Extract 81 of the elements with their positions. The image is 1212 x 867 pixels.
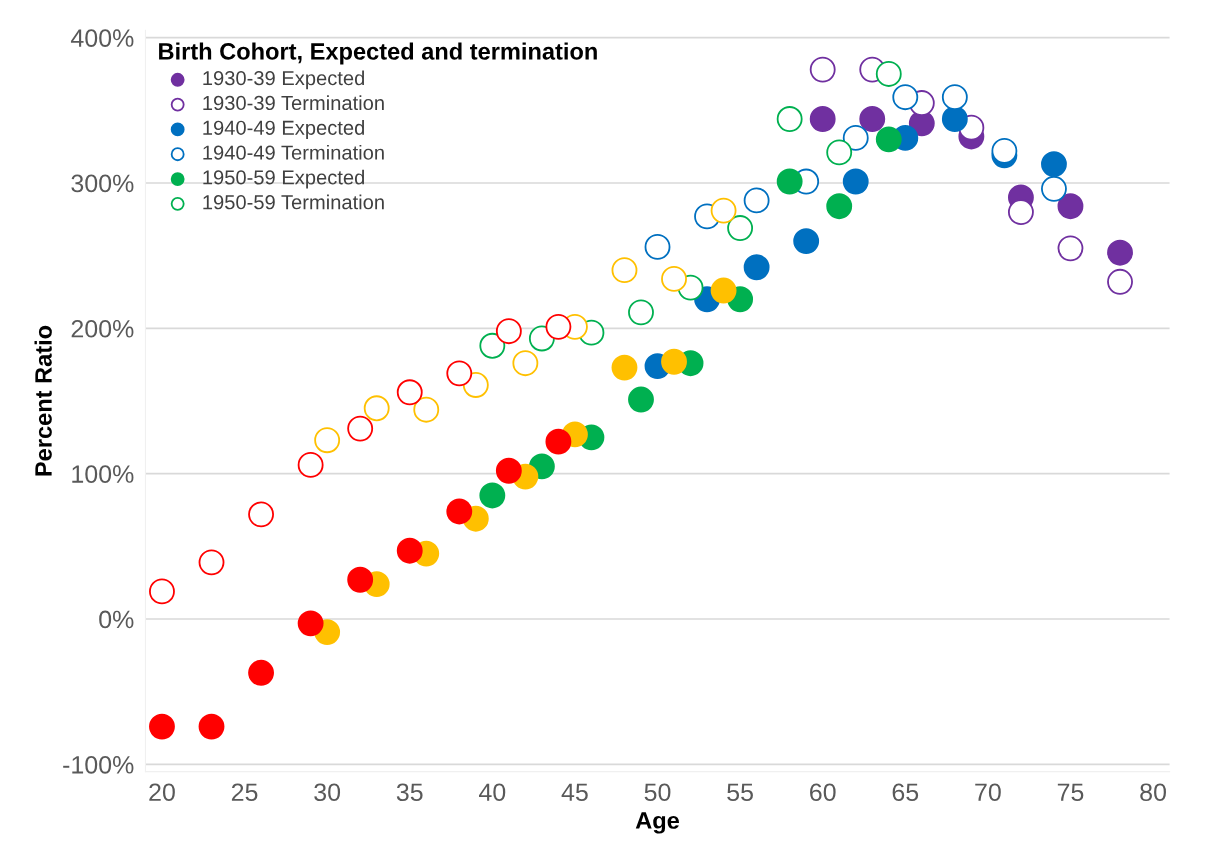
point: [743, 254, 770, 281]
point: [628, 299, 654, 326]
point: [545, 313, 572, 340]
x-tick-label: 45: [561, 783, 588, 802]
point: [611, 257, 638, 284]
point: [628, 386, 654, 413]
x-tick-label: 75: [1057, 783, 1084, 802]
point: [198, 549, 225, 576]
legend-label: 1940-49 Termination: [203, 144, 384, 160]
point: [809, 106, 836, 132]
x-tick-label: 60: [810, 783, 836, 802]
point: [661, 348, 687, 375]
point: [710, 277, 737, 304]
point: [793, 228, 820, 255]
point: [248, 659, 275, 686]
point: [297, 610, 324, 637]
y-tick-label: 300%: [71, 174, 134, 193]
point: [1041, 151, 1067, 177]
point: [446, 360, 473, 387]
legend-label: 1940-49 Expected: [203, 120, 364, 139]
legend-label: 1950-59 Termination: [203, 194, 384, 210]
point: [495, 457, 522, 484]
y-tick-label: 400%: [70, 29, 134, 47]
x-tick-label: 80: [1140, 783, 1166, 802]
point: [991, 138, 1018, 164]
point: [1057, 193, 1084, 220]
x-tick-label: 50: [644, 783, 671, 802]
point: [710, 197, 737, 224]
point: [1007, 199, 1034, 225]
point: [198, 713, 225, 740]
point: [363, 395, 390, 422]
point: [495, 318, 522, 345]
point: [611, 354, 638, 381]
x-axis-title: Age: [635, 812, 680, 834]
point: [941, 106, 968, 132]
point: [512, 350, 539, 377]
point: [479, 332, 506, 359]
point: [776, 106, 803, 132]
y-tick-label: -100%: [63, 755, 134, 774]
point: [396, 379, 423, 406]
y-tick-label: 200%: [71, 319, 134, 338]
x-tick-label: 65: [892, 783, 919, 802]
x-tick-label: 35: [396, 783, 423, 802]
point: [875, 61, 902, 87]
legend-label: 1930-39 Termination: [203, 95, 384, 111]
point: [314, 427, 341, 454]
point: [545, 428, 572, 455]
x-tick-label: 20: [149, 783, 175, 802]
x-tick-label: 55: [727, 783, 753, 802]
y-axis-title: Percent Ratio: [34, 325, 52, 476]
point: [149, 578, 175, 605]
point: [347, 566, 374, 593]
point: [809, 56, 836, 83]
point: [149, 713, 175, 740]
point: [1107, 268, 1133, 295]
point: [661, 265, 687, 292]
point: [1107, 239, 1133, 266]
point: [396, 537, 423, 564]
x-tick-label: 70: [975, 783, 1001, 802]
point: [297, 452, 324, 478]
point: [413, 396, 440, 423]
x-tick-label: 40: [479, 783, 506, 802]
point: [1057, 235, 1084, 262]
y-tick-label: 100%: [72, 465, 134, 483]
point: [479, 482, 506, 509]
legend-label: 1950-59 Expected: [203, 169, 364, 189]
point: [859, 106, 886, 132]
point: [875, 126, 902, 153]
point: [727, 215, 754, 241]
point: [842, 168, 869, 195]
point: [826, 139, 853, 166]
point: [446, 498, 473, 525]
y-tick-label: 0%: [99, 610, 134, 629]
point: [248, 501, 275, 528]
point: [776, 168, 803, 195]
x-tick-label: 30: [314, 783, 341, 802]
legend-label: 1930-39 Expected: [203, 70, 364, 90]
point: [347, 415, 374, 442]
point: [826, 193, 853, 220]
legend-title: Birth Cohort, Expected and termination: [159, 42, 597, 65]
x-tick-label: 25: [231, 783, 258, 802]
